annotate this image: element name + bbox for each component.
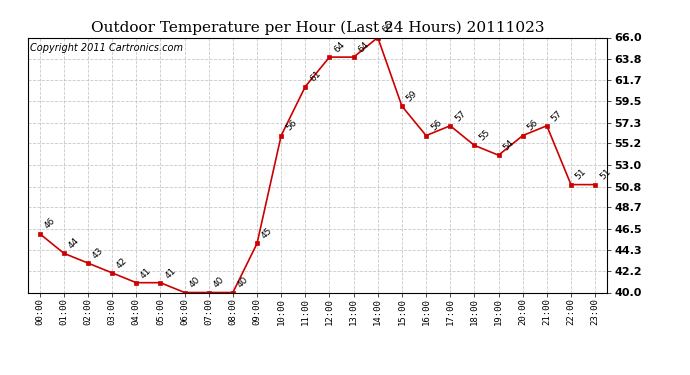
Text: 51: 51 [574,167,589,182]
Text: 61: 61 [308,69,323,84]
Text: 43: 43 [91,246,105,260]
Text: 64: 64 [333,40,346,54]
Text: 64: 64 [357,40,371,54]
Text: 59: 59 [405,89,420,104]
Text: 40: 40 [236,275,250,290]
Text: 56: 56 [526,118,540,133]
Text: 46: 46 [43,216,57,231]
Text: 54: 54 [502,138,515,152]
Text: 41: 41 [139,266,153,280]
Text: 51: 51 [598,167,613,182]
Text: 41: 41 [164,266,177,280]
Text: 57: 57 [550,108,564,123]
Text: 55: 55 [477,128,492,142]
Text: 57: 57 [453,108,468,123]
Text: 40: 40 [212,275,226,290]
Text: 56: 56 [284,118,299,133]
Text: 40: 40 [188,275,201,290]
Text: 56: 56 [429,118,444,133]
Text: 42: 42 [115,256,129,270]
Text: 44: 44 [67,236,81,250]
Title: Outdoor Temperature per Hour (Last 24 Hours) 20111023: Outdoor Temperature per Hour (Last 24 Ho… [90,21,544,35]
Text: 66: 66 [381,20,395,35]
Text: Copyright 2011 Cartronics.com: Copyright 2011 Cartronics.com [30,43,184,52]
Text: 45: 45 [260,226,274,241]
